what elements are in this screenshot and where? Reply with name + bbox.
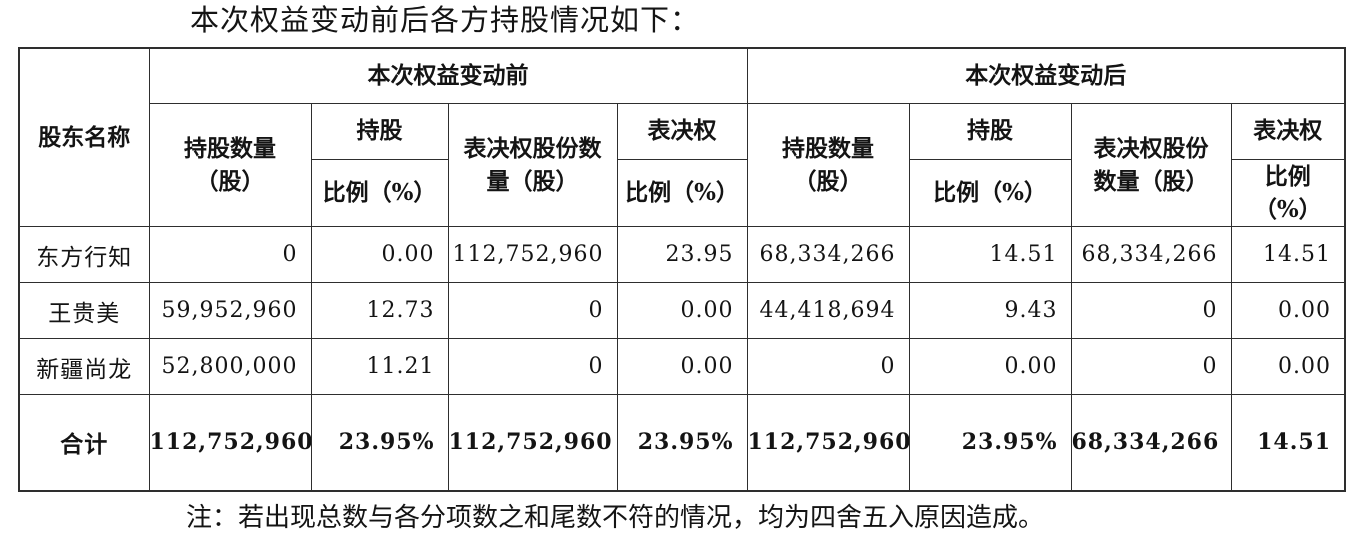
table-cell: 0 [1070, 282, 1232, 340]
table-cell: 0 [746, 338, 910, 396]
col-header-before-holding-qty: 持股数量 （股） [148, 102, 312, 228]
header-row-sub1: 持股数量 （股） 持股 表决权股份数 量（股） 表决权 持股数量 （股） 持股 … [19, 102, 1346, 228]
table-cell: 0 [148, 226, 312, 284]
table-cell: 112,752,960 [447, 226, 618, 284]
table-cell: 68,334,266 [1070, 226, 1232, 284]
col-header-before-holding: 持股 [310, 102, 449, 160]
table-cell: 23.95% [908, 394, 1072, 492]
table-cell: 112,752,960 [447, 394, 618, 492]
header-row-groups: 股东名称 本次权益变动前 本次权益变动后 [18, 47, 1346, 228]
col-header-before-voting-ratio: 比例（%） [616, 158, 748, 228]
footnote: 注：若出现总数与各分项数之和尾数不符的情况，均为四舍五入原因造成。 [186, 503, 1045, 533]
table-cell: 44,418,694 [746, 282, 910, 340]
table-row: 新疆尚龙 52,800,000 11.21 0 0.00 0 0.00 0 0.… [18, 338, 1346, 396]
table-cell: 112,752,960 [746, 394, 910, 492]
total-label: 合计 [18, 394, 150, 492]
shareholder-name: 王贵美 [18, 282, 150, 340]
table-cell: 0.00 [616, 282, 748, 340]
table-cell: 68,334,266 [746, 226, 910, 284]
group-header-before: 本次权益变动前 [148, 47, 748, 104]
table-cell: 23.95% [616, 394, 748, 492]
col-header-before-holding-ratio: 比例（%） [310, 158, 449, 228]
table-row: 王贵美 59,952,960 12.73 0 0.00 44,418,694 9… [18, 282, 1346, 340]
table-cell: 0 [1070, 338, 1232, 396]
table-cell: 14.51 [1230, 394, 1346, 492]
col-header-after-voting-ratio: 比例 （%） [1230, 158, 1346, 228]
table-cell: 11.21 [310, 338, 449, 396]
table-cell: 0.00 [1230, 338, 1346, 396]
table-cell: 14.51 [1230, 226, 1346, 284]
shareholder-name: 新疆尚龙 [18, 338, 150, 396]
table-row: 东方行知 0 0.00 112,752,960 23.95 68,334,266… [18, 226, 1346, 284]
col-header-after-holding: 持股 [908, 102, 1072, 160]
table-cell: 14.51 [908, 226, 1072, 284]
table-cell: 0 [447, 282, 618, 340]
table-cell: 59,952,960 [148, 282, 312, 340]
table-cell: 23.95 [616, 226, 748, 284]
col-header-after-holding-ratio: 比例（%） [908, 158, 1072, 228]
table-cell: 0.00 [1230, 282, 1346, 340]
shareholder-name: 东方行知 [18, 226, 150, 284]
table-cell: 0 [447, 338, 618, 396]
table-cell: 52,800,000 [148, 338, 312, 396]
table-cell: 9.43 [908, 282, 1072, 340]
group-header-after: 本次权益变动后 [746, 47, 1346, 104]
table-cell: 0.00 [908, 338, 1072, 396]
total-row: 合计 112,752,960 23.95% 112,752,960 23.95%… [18, 394, 1346, 492]
table-cell: 112,752,960 [148, 394, 312, 492]
table-cell: 12.73 [310, 282, 449, 340]
table-cell: 0.00 [310, 226, 449, 284]
col-header-before-voting: 表决权 [616, 102, 748, 160]
col-header-after-holding-qty: 持股数量 （股） [746, 102, 910, 228]
shareholding-table: 股东名称 本次权益变动前 本次权益变动后 持股数量 （股） 持股 表决权股份数 … [18, 47, 1346, 492]
col-header-before-voting-qty: 表决权股份数 量（股） [447, 102, 618, 228]
col-header-shareholder-name: 股东名称 [18, 47, 150, 228]
section-title: 本次权益变动前后各方持股情况如下： [190, 3, 701, 37]
col-header-after-voting-qty: 表决权股份 数量（股） [1070, 102, 1232, 228]
table-cell: 68,334,266 [1070, 394, 1232, 492]
col-header-after-voting: 表决权 [1230, 102, 1346, 160]
table-cell: 0.00 [616, 338, 748, 396]
table-cell: 23.95% [310, 394, 449, 492]
